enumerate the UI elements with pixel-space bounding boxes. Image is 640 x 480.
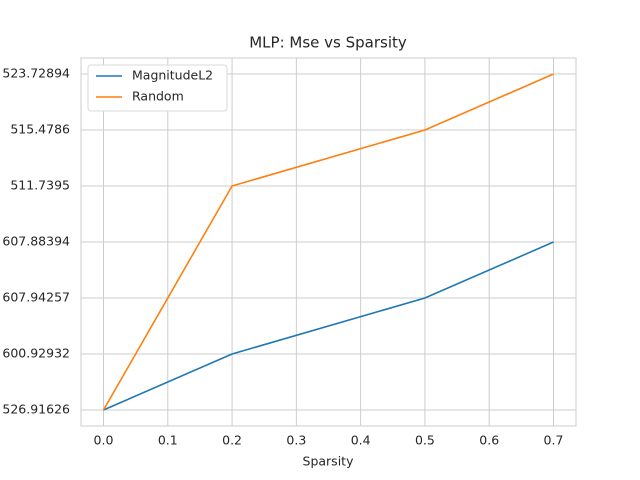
line-series: [103, 241, 554, 411]
chart-title: MLP: Mse vs Sparsity: [249, 34, 407, 52]
x-tick-label: 0.6: [479, 433, 499, 448]
x-tick-label: 0.4: [351, 433, 371, 448]
y-tick-label: 523.72894: [2, 66, 70, 81]
legend-label: MagnitudeL2: [132, 68, 213, 83]
x-tick-label: 0.7: [544, 433, 564, 448]
line-series: [102, 73, 554, 411]
legend: MagnitudeL2 Random: [87, 64, 228, 112]
x-tick-label: 0.2: [222, 433, 242, 448]
y-tick-label: 600.92932: [2, 345, 70, 360]
y-tick-label: 607.88394: [2, 234, 70, 249]
x-tick-label: 0.5: [415, 433, 435, 448]
y-tick-label: 526.91626: [2, 401, 70, 416]
x-tick-label: 0.1: [158, 433, 178, 448]
legend-label: Random: [132, 89, 184, 104]
y-tick-label: 511.7395: [10, 178, 70, 193]
y-tick-label: 607.94257: [2, 289, 70, 304]
x-tick-label: 0.3: [286, 433, 306, 448]
y-tick-label: 515.4786: [10, 122, 70, 137]
x-tick-label: 0.0: [94, 433, 114, 448]
legend-box: [87, 64, 228, 112]
plot-frame: [80, 57, 577, 427]
x-axis-label: Sparsity: [303, 454, 355, 469]
